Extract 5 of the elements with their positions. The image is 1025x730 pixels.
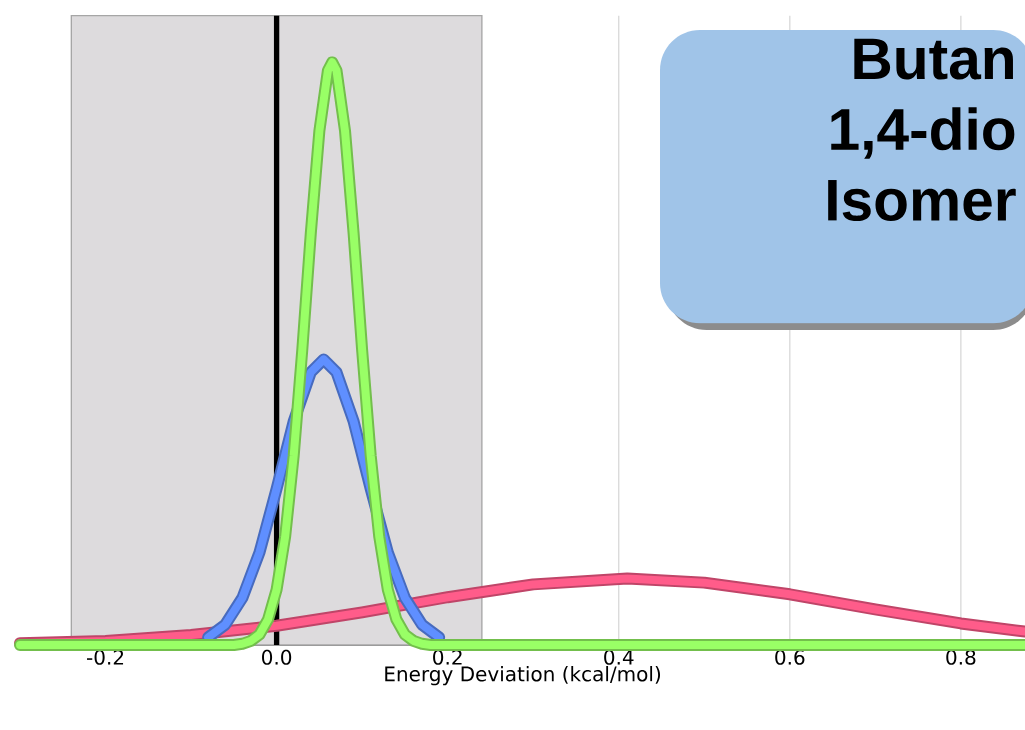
x-axis-title: Energy Deviation (kcal/mol) <box>385 665 661 686</box>
annotation: Butan <box>854 38 1013 80</box>
annotation: Isomer <box>828 180 1016 221</box>
annotation: 1,4-dio <box>831 107 1015 159</box>
x-tick-label: 0.0 <box>262 649 292 665</box>
